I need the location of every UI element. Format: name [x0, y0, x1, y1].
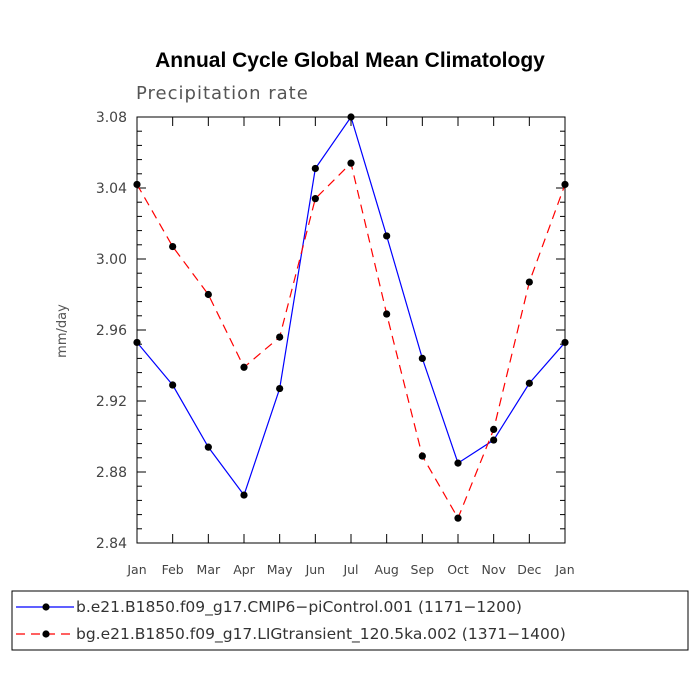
point-lig: [276, 333, 284, 341]
point-control: [418, 354, 426, 362]
point-lig: [204, 290, 212, 299]
legend-entry-control: b.e21.B1850.f09_g17.CMIP6−piControl.001 …: [16, 598, 522, 617]
point-control: [169, 381, 177, 389]
y-tick-label: 2.88: [96, 465, 127, 481]
legend-marker-control: [42, 603, 50, 611]
plot-frame: [136, 116, 566, 544]
point-control: [311, 164, 319, 173]
legend-label-lig: bg.e21.B1850.f09_g17.LIGtransient_120.5k…: [76, 625, 566, 644]
point-lig: [133, 180, 141, 189]
y-tick-label: 2.84: [96, 536, 127, 552]
x-tick-label: Nov: [481, 562, 506, 577]
point-control: [204, 443, 212, 451]
point-lig: [561, 180, 569, 189]
x-tick-label: Jan: [126, 562, 146, 577]
x-tick-label: Jul: [342, 562, 358, 577]
point-lig: [383, 310, 391, 318]
x-tick-label: Apr: [233, 562, 255, 577]
y-tick-label: 2.92: [96, 394, 127, 410]
point-control: [276, 384, 284, 393]
point-control: [454, 459, 462, 467]
x-tick-label: Sep: [411, 562, 435, 577]
x-tick-label: Dec: [517, 562, 541, 577]
legend-label-control: b.e21.B1850.f09_g17.CMIP6−piControl.001 …: [76, 598, 522, 617]
x-tick-label: May: [267, 562, 293, 577]
point-lig: [311, 195, 319, 203]
x-tick-label: Oct: [447, 562, 469, 577]
series-line-lig: [136, 161, 566, 520]
point-control: [525, 379, 533, 387]
chart-subtitle: Precipitation rate: [136, 83, 309, 104]
plot-area: 2.84 2.88 2.92 2.96 3.00 3.04 3.08 Jan Feb Mar Apr…: [96, 110, 575, 577]
point-control: [490, 436, 498, 444]
point-lig: [525, 278, 533, 286]
x-tick-label: Feb: [162, 562, 184, 577]
y-tick-label: 2.96: [96, 323, 127, 339]
point-lig: [240, 363, 248, 371]
legend-box: [11, 590, 689, 651]
series-line-control: [136, 115, 566, 497]
point-lig: [418, 452, 426, 460]
x-tick-label: Aug: [374, 562, 398, 577]
legend: b.e21.B1850.f09_g17.CMIP6−piControl.001 …: [11, 590, 689, 651]
point-control: [383, 232, 391, 240]
y-tick-label: 3.04: [96, 181, 127, 197]
chart-title: Annual Cycle Global Mean Climatology: [155, 49, 545, 72]
point-control: [240, 491, 248, 499]
point-lig: [347, 159, 355, 167]
point-lig: [490, 425, 498, 433]
point-lig: [169, 242, 177, 251]
legend-marker-lig: [42, 630, 50, 638]
point-control: [347, 113, 355, 121]
x-tick-label: Jan: [554, 562, 574, 577]
y-axis-label: mm/day: [55, 304, 70, 358]
point-control: [133, 338, 141, 347]
y-tick-label: 3.08: [96, 110, 127, 126]
x-tick-label: Jun: [305, 562, 326, 577]
x-tick-label: Mar: [197, 562, 221, 577]
y-tick-label: 3.00: [96, 252, 127, 268]
point-lig: [454, 514, 462, 522]
point-control: [561, 338, 569, 347]
legend-entry-lig: bg.e21.B1850.f09_g17.LIGtransient_120.5k…: [16, 625, 566, 644]
